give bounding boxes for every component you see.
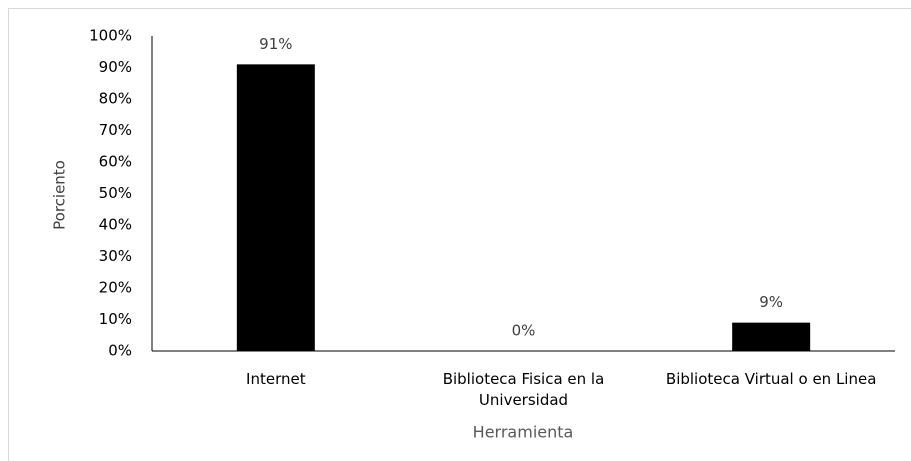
data-label: 91% bbox=[259, 35, 292, 53]
y-tick-label: 70% bbox=[99, 121, 132, 139]
y-axis-title: Porciento bbox=[51, 160, 69, 230]
y-tick-label: 60% bbox=[99, 153, 132, 171]
y-tick-label: 20% bbox=[99, 279, 132, 297]
y-tick-label: 80% bbox=[99, 90, 132, 108]
x-axis-title: Herramienta bbox=[473, 423, 574, 442]
bar bbox=[236, 64, 315, 351]
bar bbox=[732, 322, 811, 351]
y-tick-label: 50% bbox=[99, 184, 132, 202]
y-tick-label: 100% bbox=[89, 27, 132, 45]
x-tick-label: Internet bbox=[246, 370, 306, 388]
data-label: 9% bbox=[759, 293, 783, 311]
y-tick-label: 10% bbox=[99, 310, 132, 328]
y-tick-label: 90% bbox=[99, 58, 132, 76]
y-tick-label: 30% bbox=[99, 247, 132, 265]
frame bbox=[8, 8, 911, 461]
x-tick-label: Biblioteca Fisica en la Universidad bbox=[442, 370, 605, 409]
y-tick-label: 40% bbox=[99, 216, 132, 234]
data-label: 0% bbox=[512, 322, 536, 340]
x-tick-label: Biblioteca Virtual o en Linea bbox=[665, 370, 877, 388]
y-tick-label: 0% bbox=[108, 342, 132, 360]
